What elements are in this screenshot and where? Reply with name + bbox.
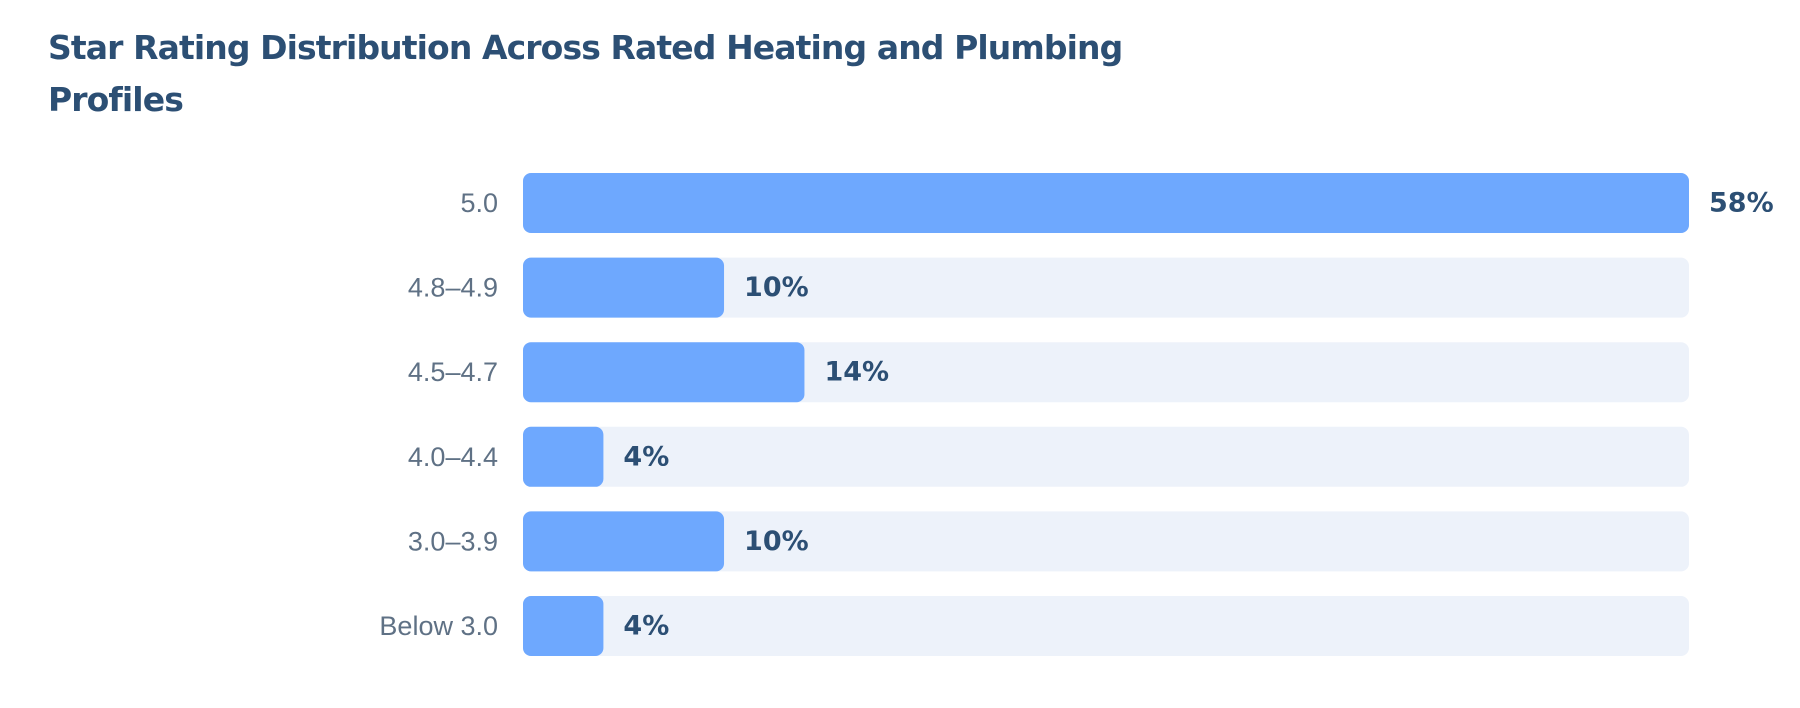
bar [523, 257, 725, 318]
value-label: 14% [824, 357, 889, 388]
category-label: 4.0–4.4 [408, 442, 498, 472]
bar-row: 4.0–4.4 4% [408, 426, 1689, 487]
bar-track [523, 596, 1689, 656]
bar-track [523, 511, 1689, 572]
bar-track [523, 426, 1689, 487]
bar [523, 342, 805, 403]
value-label: 58% [1709, 188, 1774, 219]
value-label: 10% [744, 526, 809, 557]
bar-row: 4.8–4.9 10% [408, 257, 1689, 318]
bar-track [523, 257, 1689, 318]
category-label: 5.0 [460, 188, 498, 218]
category-label: 4.5–4.7 [408, 357, 498, 387]
bar-track [523, 342, 1689, 403]
category-label: 4.8–4.9 [408, 273, 498, 303]
value-label: 4% [623, 611, 669, 642]
value-label: 10% [744, 272, 809, 303]
bar [523, 511, 725, 572]
category-label: Below 3.0 [379, 611, 498, 641]
bar [523, 596, 604, 656]
category-label: 3.0–3.9 [408, 526, 498, 556]
bar-row: Below 3.0 4% [379, 596, 1689, 656]
bar-row: 4.5–4.7 14% [408, 342, 1689, 403]
chart-title: Star Rating Distribution Across Rated He… [48, 28, 1123, 119]
bar [523, 426, 604, 487]
bar-row: 3.0–3.9 10% [408, 511, 1689, 572]
bar [523, 173, 1689, 233]
value-label: 4% [623, 441, 669, 472]
bar-row: 5.0 58% [460, 173, 1774, 233]
